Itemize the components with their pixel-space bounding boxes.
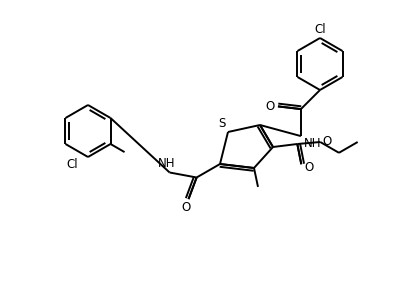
Text: Cl: Cl <box>66 158 78 170</box>
Text: Cl: Cl <box>313 22 325 36</box>
Text: O: O <box>181 201 190 214</box>
Text: NH: NH <box>303 137 321 150</box>
Text: O: O <box>265 100 274 113</box>
Text: O: O <box>304 161 313 174</box>
Text: S: S <box>218 116 225 130</box>
Text: NH: NH <box>158 157 175 170</box>
Text: O: O <box>322 135 331 147</box>
